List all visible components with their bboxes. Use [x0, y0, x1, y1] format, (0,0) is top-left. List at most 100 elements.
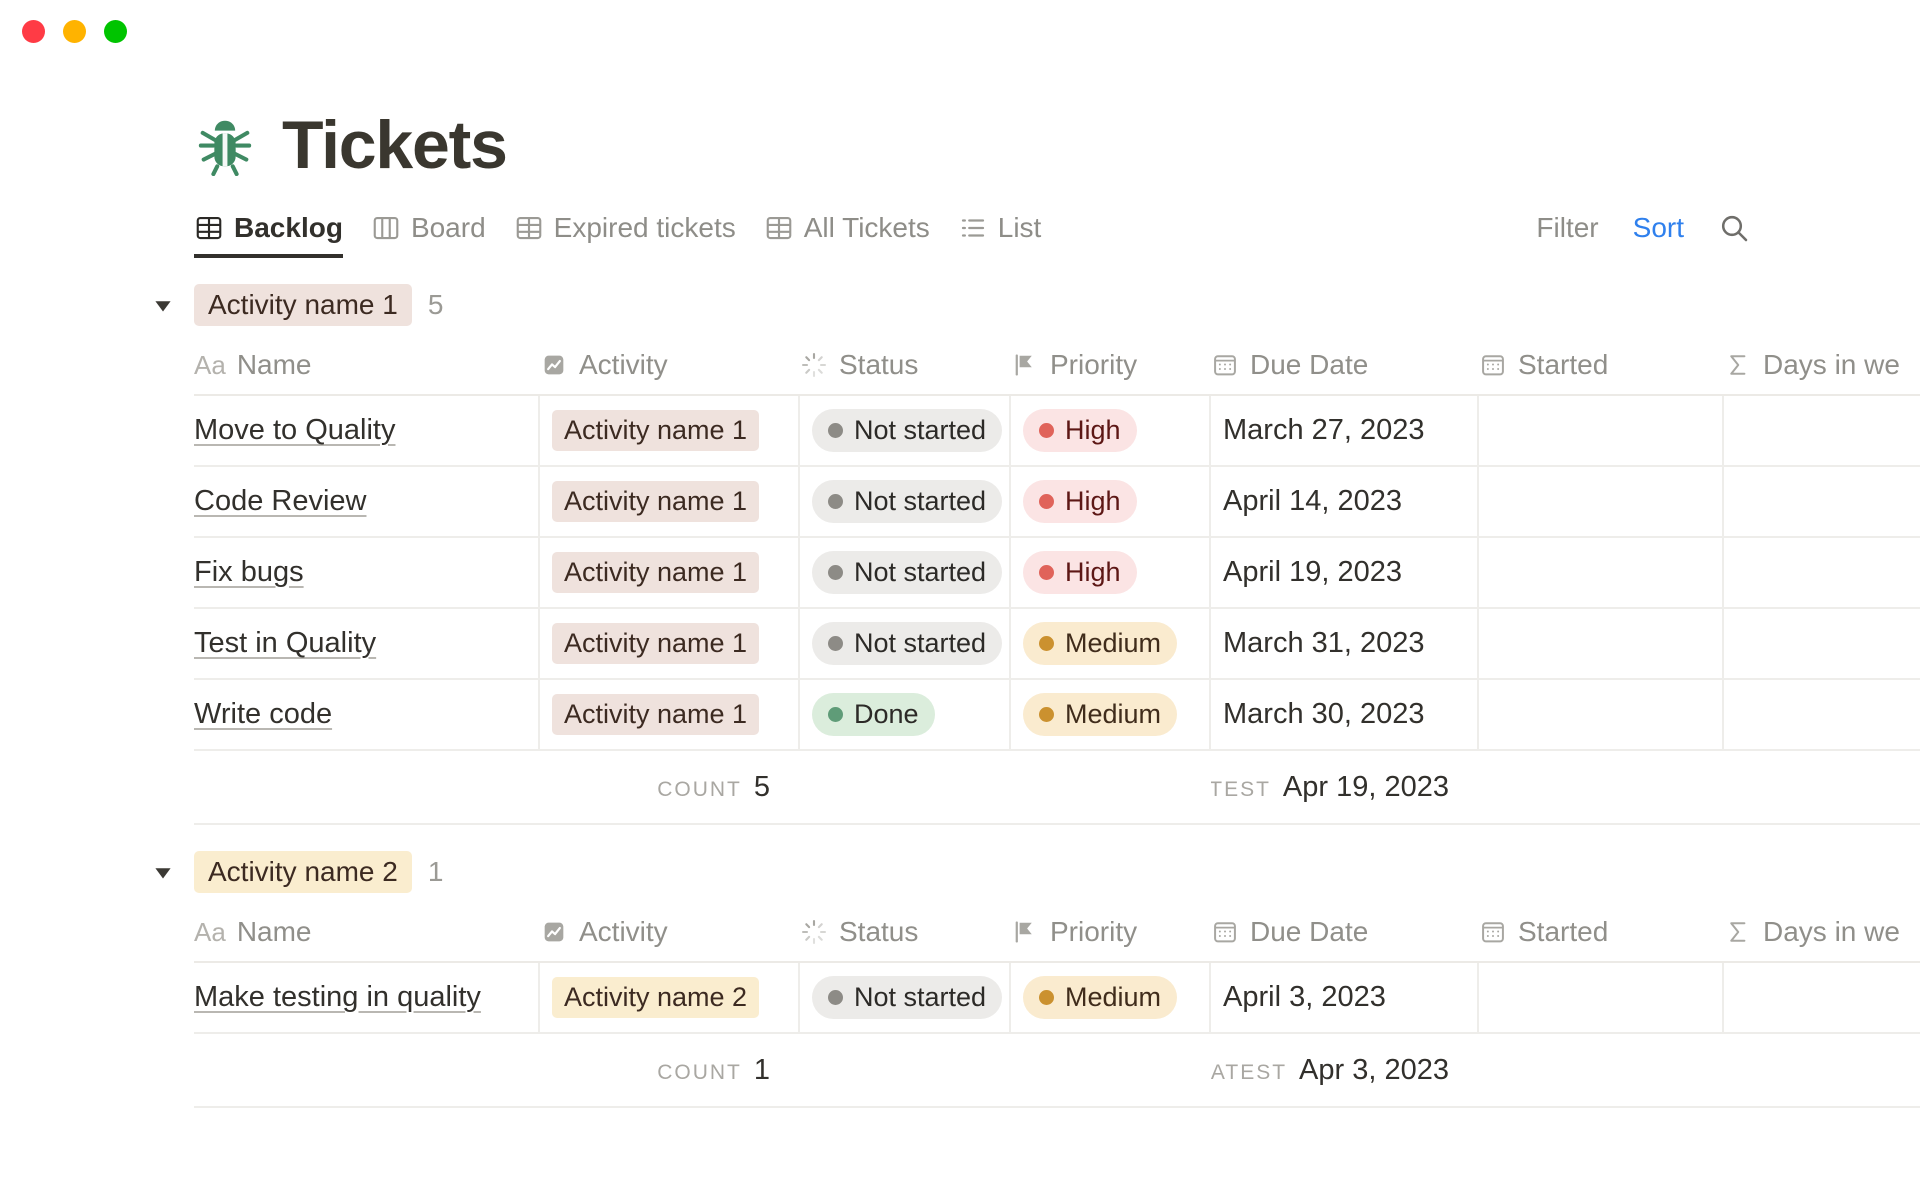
cell-days_in_week[interactable]	[1724, 467, 1920, 536]
column-header-activity[interactable]: Activity	[540, 916, 800, 948]
column-header-name[interactable]: Aa Name	[194, 349, 540, 381]
column-header-due_date[interactable]: Due Date	[1211, 916, 1479, 948]
column-header-started[interactable]: Started	[1479, 349, 1724, 381]
table-row[interactable]: Make testing in quality Activity name 2 No…	[194, 963, 1920, 1034]
column-header-activity[interactable]: Activity	[540, 349, 800, 381]
group-summary-row: COUNT 1 LATEST Apr 3, 2023	[194, 1034, 1920, 1108]
column-header-started[interactable]: Started	[1479, 916, 1724, 948]
cell-days_in_week[interactable]	[1724, 609, 1920, 678]
caret-down-icon[interactable]	[148, 290, 178, 320]
cell-activity[interactable]: Activity name 1	[540, 609, 800, 678]
row-title-link[interactable]: Test in Quality	[194, 627, 377, 659]
cell-activity[interactable]: Activity name 1	[540, 680, 800, 749]
window-titlebar	[0, 0, 1920, 62]
cell-started[interactable]	[1479, 396, 1724, 465]
spinner-icon	[800, 918, 828, 946]
summary-count-value: 1	[753, 1053, 770, 1086]
tab-expired-tickets[interactable]: Expired tickets	[500, 212, 750, 258]
column-header-label: Days in we	[1763, 916, 1900, 947]
cell-name[interactable]: Move to Quality	[194, 396, 540, 465]
summary-latest-value: Apr 3, 2023	[1299, 1053, 1449, 1086]
cell-name[interactable]: Write code	[194, 680, 540, 749]
cell-name[interactable]: Make testing in quality	[194, 963, 540, 1032]
window-minimize-button[interactable]	[63, 19, 86, 43]
cell-activity[interactable]: Activity name 1	[540, 538, 800, 607]
sort-button[interactable]: Sort	[1632, 212, 1684, 243]
caret-down-icon[interactable]	[148, 857, 178, 887]
cell-priority[interactable]: Medium	[1011, 609, 1211, 678]
cell-status[interactable]: Not started	[800, 538, 1011, 607]
cell-name[interactable]: Code Review	[194, 467, 540, 536]
table-row[interactable]: Test in Quality Activity name 1 Not starte…	[194, 609, 1920, 680]
group-name-pill[interactable]: Activity name 2	[194, 851, 412, 893]
bug-icon	[194, 114, 256, 177]
row-title-link[interactable]: Fix bugs	[194, 556, 304, 588]
cell-days_in_week[interactable]	[1724, 680, 1920, 749]
cell-due_date[interactable]: March 30, 2023	[1211, 680, 1479, 749]
cell-activity[interactable]: Activity name 2	[540, 963, 800, 1032]
summary-due_date[interactable]: LATEST Apr 3, 2023	[1211, 1054, 1479, 1087]
group-row-count: 5	[427, 289, 444, 320]
tab-board[interactable]: Board	[357, 212, 500, 258]
cell-priority[interactable]: High	[1011, 396, 1211, 465]
cell-activity[interactable]: Activity name 1	[540, 396, 800, 465]
column-header-days_in_week[interactable]: Days in we	[1724, 349, 1920, 381]
cell-started[interactable]	[1479, 538, 1724, 607]
window-maximize-button[interactable]	[104, 19, 127, 43]
group-table: Aa Name Activity Status Priority Due Date Star…	[194, 903, 1920, 1108]
summary-activity[interactable]: COUNT 1	[540, 1054, 800, 1087]
cell-started[interactable]	[1479, 680, 1724, 749]
cell-days_in_week[interactable]	[1724, 396, 1920, 465]
table-row[interactable]: Code Review Activity name 1 Not started Hig…	[194, 467, 1920, 538]
tab-backlog[interactable]: Backlog	[194, 212, 357, 258]
cell-activity[interactable]: Activity name 1	[540, 467, 800, 536]
cell-priority[interactable]: High	[1011, 467, 1211, 536]
row-title-link[interactable]: Make testing in quality	[194, 981, 481, 1013]
filter-button[interactable]: Filter	[1536, 212, 1599, 243]
summary-activity[interactable]: COUNT 5	[540, 771, 800, 804]
column-header-priority[interactable]: Priority	[1011, 916, 1211, 948]
column-header-name[interactable]: Aa Name	[194, 916, 540, 948]
row-title-link[interactable]: Code Review	[194, 485, 367, 517]
cell-name[interactable]: Fix bugs	[194, 538, 540, 607]
window-close-button[interactable]	[22, 19, 45, 43]
search-icon[interactable]	[1718, 212, 1750, 244]
status-tag: Not started	[812, 976, 1003, 1019]
column-header-priority[interactable]: Priority	[1011, 349, 1211, 381]
table-row[interactable]: Fix bugs Activity name 1 Not started High Ap…	[194, 538, 1920, 609]
column-header-status[interactable]: Status	[800, 916, 1011, 948]
row-title-link[interactable]: Move to Quality	[194, 414, 396, 446]
column-header-status[interactable]: Status	[800, 349, 1011, 381]
cell-priority[interactable]: High	[1011, 538, 1211, 607]
column-header-due_date[interactable]: Due Date	[1211, 349, 1479, 381]
summary-latest-label: LATEST	[1211, 777, 1271, 801]
table-row[interactable]: Write code Activity name 1 Done Medium March…	[194, 680, 1920, 751]
cell-started[interactable]	[1479, 963, 1724, 1032]
table-row[interactable]: Move to Quality Activity name 1 Not starte…	[194, 396, 1920, 467]
summary-due_date[interactable]: LATEST Apr 19, 2023	[1211, 771, 1479, 804]
cell-priority[interactable]: Medium	[1011, 680, 1211, 749]
cell-due_date[interactable]: March 27, 2023	[1211, 396, 1479, 465]
window-controls	[22, 19, 127, 43]
tab-all-tickets[interactable]: All Tickets	[750, 212, 944, 258]
cell-due_date[interactable]: April 14, 2023	[1211, 467, 1479, 536]
cell-due_date[interactable]: April 19, 2023	[1211, 538, 1479, 607]
cell-due_date[interactable]: April 3, 2023	[1211, 963, 1479, 1032]
cell-days_in_week[interactable]	[1724, 538, 1920, 607]
cell-priority[interactable]: Medium	[1011, 963, 1211, 1032]
cell-status[interactable]: Not started	[800, 467, 1011, 536]
cell-started[interactable]	[1479, 609, 1724, 678]
tab-list[interactable]: List	[944, 212, 1056, 258]
cell-status[interactable]: Not started	[800, 609, 1011, 678]
cell-days_in_week[interactable]	[1724, 963, 1920, 1032]
cell-status[interactable]: Done	[800, 680, 1011, 749]
status-tag: Not started	[812, 622, 1003, 665]
cell-name[interactable]: Test in Quality	[194, 609, 540, 678]
row-title-link[interactable]: Write code	[194, 698, 333, 730]
cell-status[interactable]: Not started	[800, 396, 1011, 465]
cell-due_date[interactable]: March 31, 2023	[1211, 609, 1479, 678]
cell-started[interactable]	[1479, 467, 1724, 536]
group-name-pill[interactable]: Activity name 1	[194, 284, 412, 326]
column-header-days_in_week[interactable]: Days in we	[1724, 916, 1920, 948]
cell-status[interactable]: Not started	[800, 963, 1011, 1032]
